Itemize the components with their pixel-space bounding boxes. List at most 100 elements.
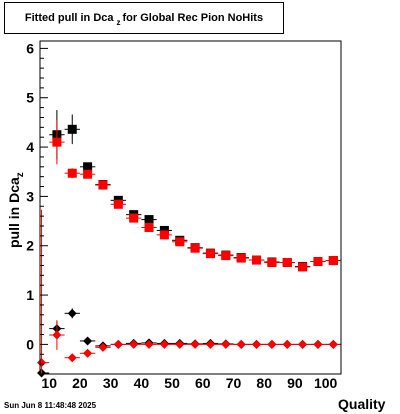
y-tick-label: 5: [26, 90, 34, 106]
square-marker: [328, 256, 338, 266]
diamond-marker: [267, 339, 277, 349]
mean-point: [64, 353, 80, 363]
x-tick-label: 90: [287, 375, 303, 391]
sigma-point: [79, 162, 96, 172]
diamond-marker: [37, 358, 47, 368]
mean-point: [202, 339, 219, 349]
chart-axes: 0 1 2 3 4 5 6 10 20 30 40 50 60 70 80 90 100: [26, 40, 337, 391]
diamond-marker: [282, 339, 292, 349]
diamond-marker: [313, 339, 323, 349]
x-axis-label: Quality: [338, 396, 386, 412]
diamond-marker: [98, 342, 108, 352]
square-marker: [67, 124, 77, 134]
y-axis-label: pull in Dcaz: [4, 130, 26, 248]
mean-point: [49, 320, 65, 350]
square-marker: [267, 258, 277, 268]
x-tick-label: 30: [103, 375, 119, 391]
sigma-point: [95, 180, 111, 190]
diamond-marker: [83, 348, 93, 358]
square-marker: [144, 222, 154, 232]
mean-point: [187, 339, 203, 349]
x-tick-label: 100: [314, 375, 338, 391]
chart-title-prefix: Fitted pull in Dca: [24, 12, 114, 24]
mean-point: [310, 339, 326, 349]
diamond-marker: [67, 353, 77, 363]
diamond-marker: [175, 339, 185, 349]
mean-point: [141, 339, 157, 349]
diamond-marker: [159, 339, 169, 349]
diamond-marker: [113, 339, 123, 349]
square-marker: [98, 180, 108, 190]
sigma-point: [325, 256, 341, 266]
sigma-point: [294, 262, 311, 272]
square-marker: [52, 137, 62, 147]
plot-frame: [39, 40, 342, 375]
square-marker: [67, 168, 77, 178]
diamond-marker: [129, 339, 139, 349]
square-marker: [175, 237, 185, 247]
mean-point: [79, 348, 96, 358]
diamond-marker: [83, 336, 93, 346]
square-marker: [205, 249, 215, 259]
sigma-point: [110, 199, 126, 209]
square-marker: [282, 258, 292, 268]
square-marker: [236, 253, 246, 263]
y-tick-label: 3: [26, 188, 34, 204]
y-axis-label-main: pull in Dca: [6, 177, 22, 248]
sigma-point: [202, 249, 219, 259]
diamond-marker: [144, 339, 154, 349]
square-marker: [144, 215, 154, 225]
mean-point: [156, 339, 173, 349]
chart-marks: [37, 110, 341, 378]
mean-point: [95, 342, 111, 352]
y-tick-label: 2: [26, 238, 34, 254]
sigma-point: [233, 253, 249, 263]
square-marker: [298, 262, 308, 272]
mean-point: [279, 339, 295, 349]
mean-point: [172, 339, 188, 349]
mean-point: [79, 336, 96, 346]
mean-point: [248, 339, 265, 349]
diamond-marker: [328, 339, 338, 349]
mean-point: [126, 339, 142, 349]
mean-point: [218, 339, 234, 349]
chart-title: Fitted pull in Dca z for Global Rec Pion N…: [5, 12, 283, 27]
sigma-point: [141, 222, 157, 232]
sigma-point: [218, 251, 234, 261]
x-tick-label: 80: [256, 375, 272, 391]
chart-title-subscript: z: [116, 18, 121, 27]
mean-point: [325, 339, 341, 349]
y-tick-label: 6: [26, 40, 34, 56]
x-tick-label: 50: [164, 375, 180, 391]
x-tick-label: 70: [226, 375, 242, 391]
x-tick-label: 10: [41, 375, 57, 391]
timestamp: Sun Jun 8 11:48:48 2025: [4, 401, 97, 410]
diamond-marker: [52, 330, 62, 340]
y-tick-label: 4: [26, 139, 34, 155]
mean-point: [294, 339, 311, 349]
sigma-point: [126, 213, 142, 223]
y-tick-label: 0: [26, 336, 34, 352]
diamond-marker: [252, 339, 262, 349]
square-marker: [313, 257, 323, 267]
diamond-marker: [190, 339, 200, 349]
square-marker: [129, 213, 139, 223]
sigma-point: [172, 237, 188, 247]
diamond-marker: [67, 308, 77, 318]
y-axis-label-subscript: z: [15, 172, 26, 178]
sigma-point: [187, 243, 203, 253]
mean-point: [37, 209, 50, 374]
sigma-point: [156, 230, 173, 240]
sigma-point: [49, 119, 65, 165]
square-marker: [159, 230, 169, 240]
square-marker: [83, 169, 93, 179]
sigma-point: [264, 258, 280, 268]
chart-title-suffix: for Global Rec Pion NoHits: [122, 12, 264, 24]
x-tick-label: 20: [72, 375, 88, 391]
square-marker: [221, 251, 231, 261]
mean-point: [233, 339, 249, 349]
sigma-point: [64, 114, 80, 145]
mean-point: [64, 308, 80, 319]
sigma-point: [248, 255, 265, 265]
